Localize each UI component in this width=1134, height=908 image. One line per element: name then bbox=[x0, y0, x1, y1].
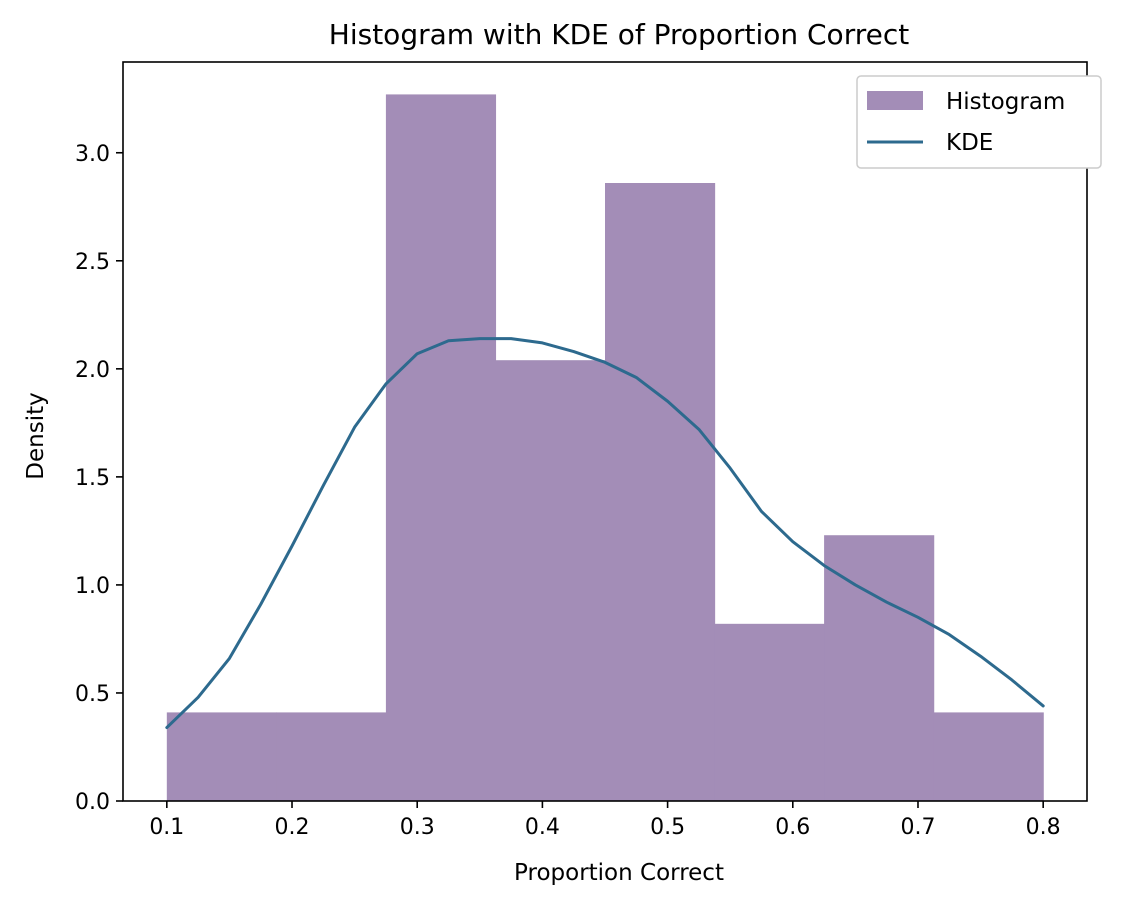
histogram-bar-3 bbox=[385, 94, 497, 801]
y-tick-label: 0.0 bbox=[75, 790, 110, 815]
kde-layer bbox=[165, 337, 1045, 730]
histogram-bar-6 bbox=[714, 623, 825, 801]
legend-histogram-swatch bbox=[867, 91, 923, 110]
y-tick-label: 0.5 bbox=[75, 682, 110, 707]
y-tick-label: 2.5 bbox=[75, 250, 110, 275]
legend-histogram-label: Histogram bbox=[946, 89, 1065, 115]
histogram-bar-2 bbox=[276, 712, 387, 801]
y-tick-label: 3.0 bbox=[75, 142, 110, 167]
y-tick-label: 2.0 bbox=[75, 358, 110, 383]
x-tick-label: 0.2 bbox=[275, 815, 310, 840]
histogram-bar-1 bbox=[166, 712, 277, 801]
histogram-bar-4 bbox=[495, 360, 606, 801]
chart-title: Histogram with KDE of Proportion Correct bbox=[329, 18, 909, 51]
x-tick-label: 0.3 bbox=[400, 815, 435, 840]
x-tick-label: 0.4 bbox=[525, 815, 560, 840]
histogram-bar-7 bbox=[824, 535, 935, 801]
x-tick-label: 0.8 bbox=[1026, 815, 1061, 840]
legend-kde-label: KDE bbox=[946, 130, 993, 156]
legend: Histogram KDE bbox=[856, 75, 1102, 169]
histogram-bar-8 bbox=[933, 712, 1044, 801]
plot-frame bbox=[122, 61, 1088, 802]
y-tick-label: 1.5 bbox=[75, 466, 110, 491]
y-tick-label: 1.0 bbox=[75, 574, 110, 599]
y-axis-label: Density bbox=[23, 392, 49, 479]
x-tick-label: 0.6 bbox=[775, 815, 810, 840]
histogram-bar-5 bbox=[605, 183, 716, 801]
x-axis-ticks: 0.1 0.2 0.3 0.4 0.5 0.6 0.7 0.8 bbox=[149, 801, 1061, 840]
x-tick-label: 0.1 bbox=[149, 815, 184, 840]
histogram-bars bbox=[166, 94, 1044, 801]
kde-line bbox=[165, 337, 1045, 730]
y-axis-ticks: 0.0 0.5 1.0 1.5 2.0 2.5 3.0 bbox=[75, 142, 123, 815]
x-axis-label: Proportion Correct bbox=[514, 860, 724, 886]
x-tick-label: 0.7 bbox=[900, 815, 935, 840]
x-tick-label: 0.5 bbox=[650, 815, 685, 840]
